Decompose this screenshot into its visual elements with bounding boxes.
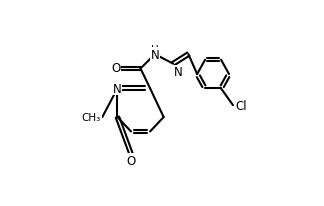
Text: H: H — [151, 44, 159, 54]
Text: O: O — [111, 62, 121, 75]
Text: N: N — [174, 66, 183, 79]
Text: CH₃: CH₃ — [82, 112, 101, 123]
Text: O: O — [126, 154, 136, 167]
Text: N: N — [113, 82, 122, 95]
Text: Cl: Cl — [236, 100, 248, 113]
Text: N: N — [151, 48, 159, 61]
